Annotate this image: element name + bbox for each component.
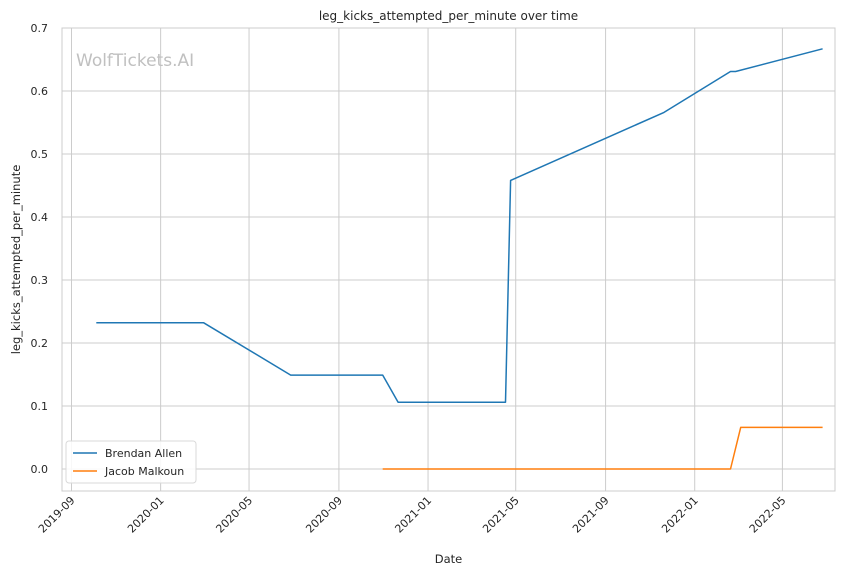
y-tick-label: 0.0 [31, 463, 49, 476]
y-tick-labels: 0.0 0.1 0.2 0.3 0.4 0.5 0.6 0.7 [31, 22, 49, 476]
y-tick-label: 0.7 [31, 22, 49, 35]
legend-entry-label: Brendan Allen [105, 447, 182, 460]
chart-title: leg_kicks_attempted_per_minute over time [319, 9, 578, 23]
legend-box [65, 440, 197, 484]
watermark-text: WolfTickets.AI [76, 51, 194, 71]
legend-entry-label: Jacob Malkoun [104, 465, 184, 478]
series-layer [96, 48, 823, 470]
y-axis-label: leg_kicks_attempted_per_minute [9, 165, 23, 355]
plot-area-frame [61, 27, 836, 492]
legend: Brendan Allen Jacob Malkoun [65, 440, 197, 484]
series-line-brendan-allen [96, 48, 823, 403]
y-tick-label: 0.5 [31, 148, 49, 161]
y-tick-label: 0.1 [31, 400, 49, 413]
y-tick-label: 0.2 [31, 337, 49, 350]
x-axis-label: Date [435, 552, 463, 566]
y-tick-label: 0.6 [31, 85, 49, 98]
y-tick-label: 0.4 [31, 211, 49, 224]
series-line-jacob-malkoun [382, 426, 823, 470]
y-tick-label: 0.3 [31, 274, 49, 287]
